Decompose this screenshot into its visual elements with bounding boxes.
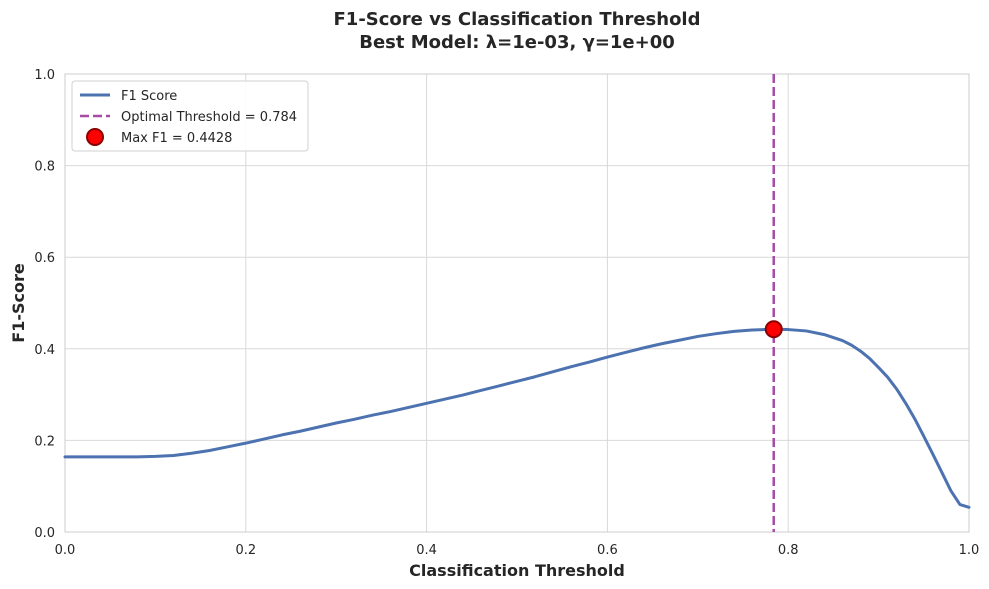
y-tick-label: 1.0 [34, 68, 55, 83]
chart-subtitle: Best Model: λ=1e-03, γ=1e+00 [359, 32, 675, 53]
x-tick-label: 0.4 [416, 543, 437, 558]
legend-box [71, 80, 309, 152]
plot-area-border [64, 73, 970, 533]
x-tick-label: 0.0 [55, 543, 76, 558]
y-tick-label: 0.2 [34, 434, 55, 449]
x-tick-label: 0.8 [778, 543, 799, 558]
legend-optimal-label: Optimal Threshold = 0.784 [121, 110, 297, 125]
axis-ticks: 0.0 0.2 0.4 0.6 0.8 1.0 0.0 0.2 0.4 0.6 0.8 1.0 [34, 68, 979, 558]
max-f1-marker [764, 320, 783, 339]
x-tick-label: 0.2 [235, 543, 256, 558]
x-tick-label: 1.0 [959, 543, 980, 558]
y-tick-label: 0.6 [34, 251, 55, 266]
f1-score-line [63, 327, 971, 509]
legend-f1-label: F1 Score [121, 89, 177, 104]
chart-title: F1-Score vs Classification Threshold [334, 9, 701, 30]
legend: F1 Score Optimal Threshold = 0.784 Max F… [71, 80, 309, 152]
x-tick-label: 0.6 [597, 543, 618, 558]
legend-max-marker [86, 128, 104, 146]
y-tick-label: 0.8 [34, 160, 55, 175]
legend-max-label: Max F1 = 0.4428 [121, 131, 232, 146]
y-tick-label: 0.0 [34, 526, 55, 541]
y-tick-label: 0.4 [34, 343, 55, 358]
x-axis-label: Classification Threshold [409, 561, 625, 580]
y-axis-label: F1-Score [9, 263, 28, 343]
